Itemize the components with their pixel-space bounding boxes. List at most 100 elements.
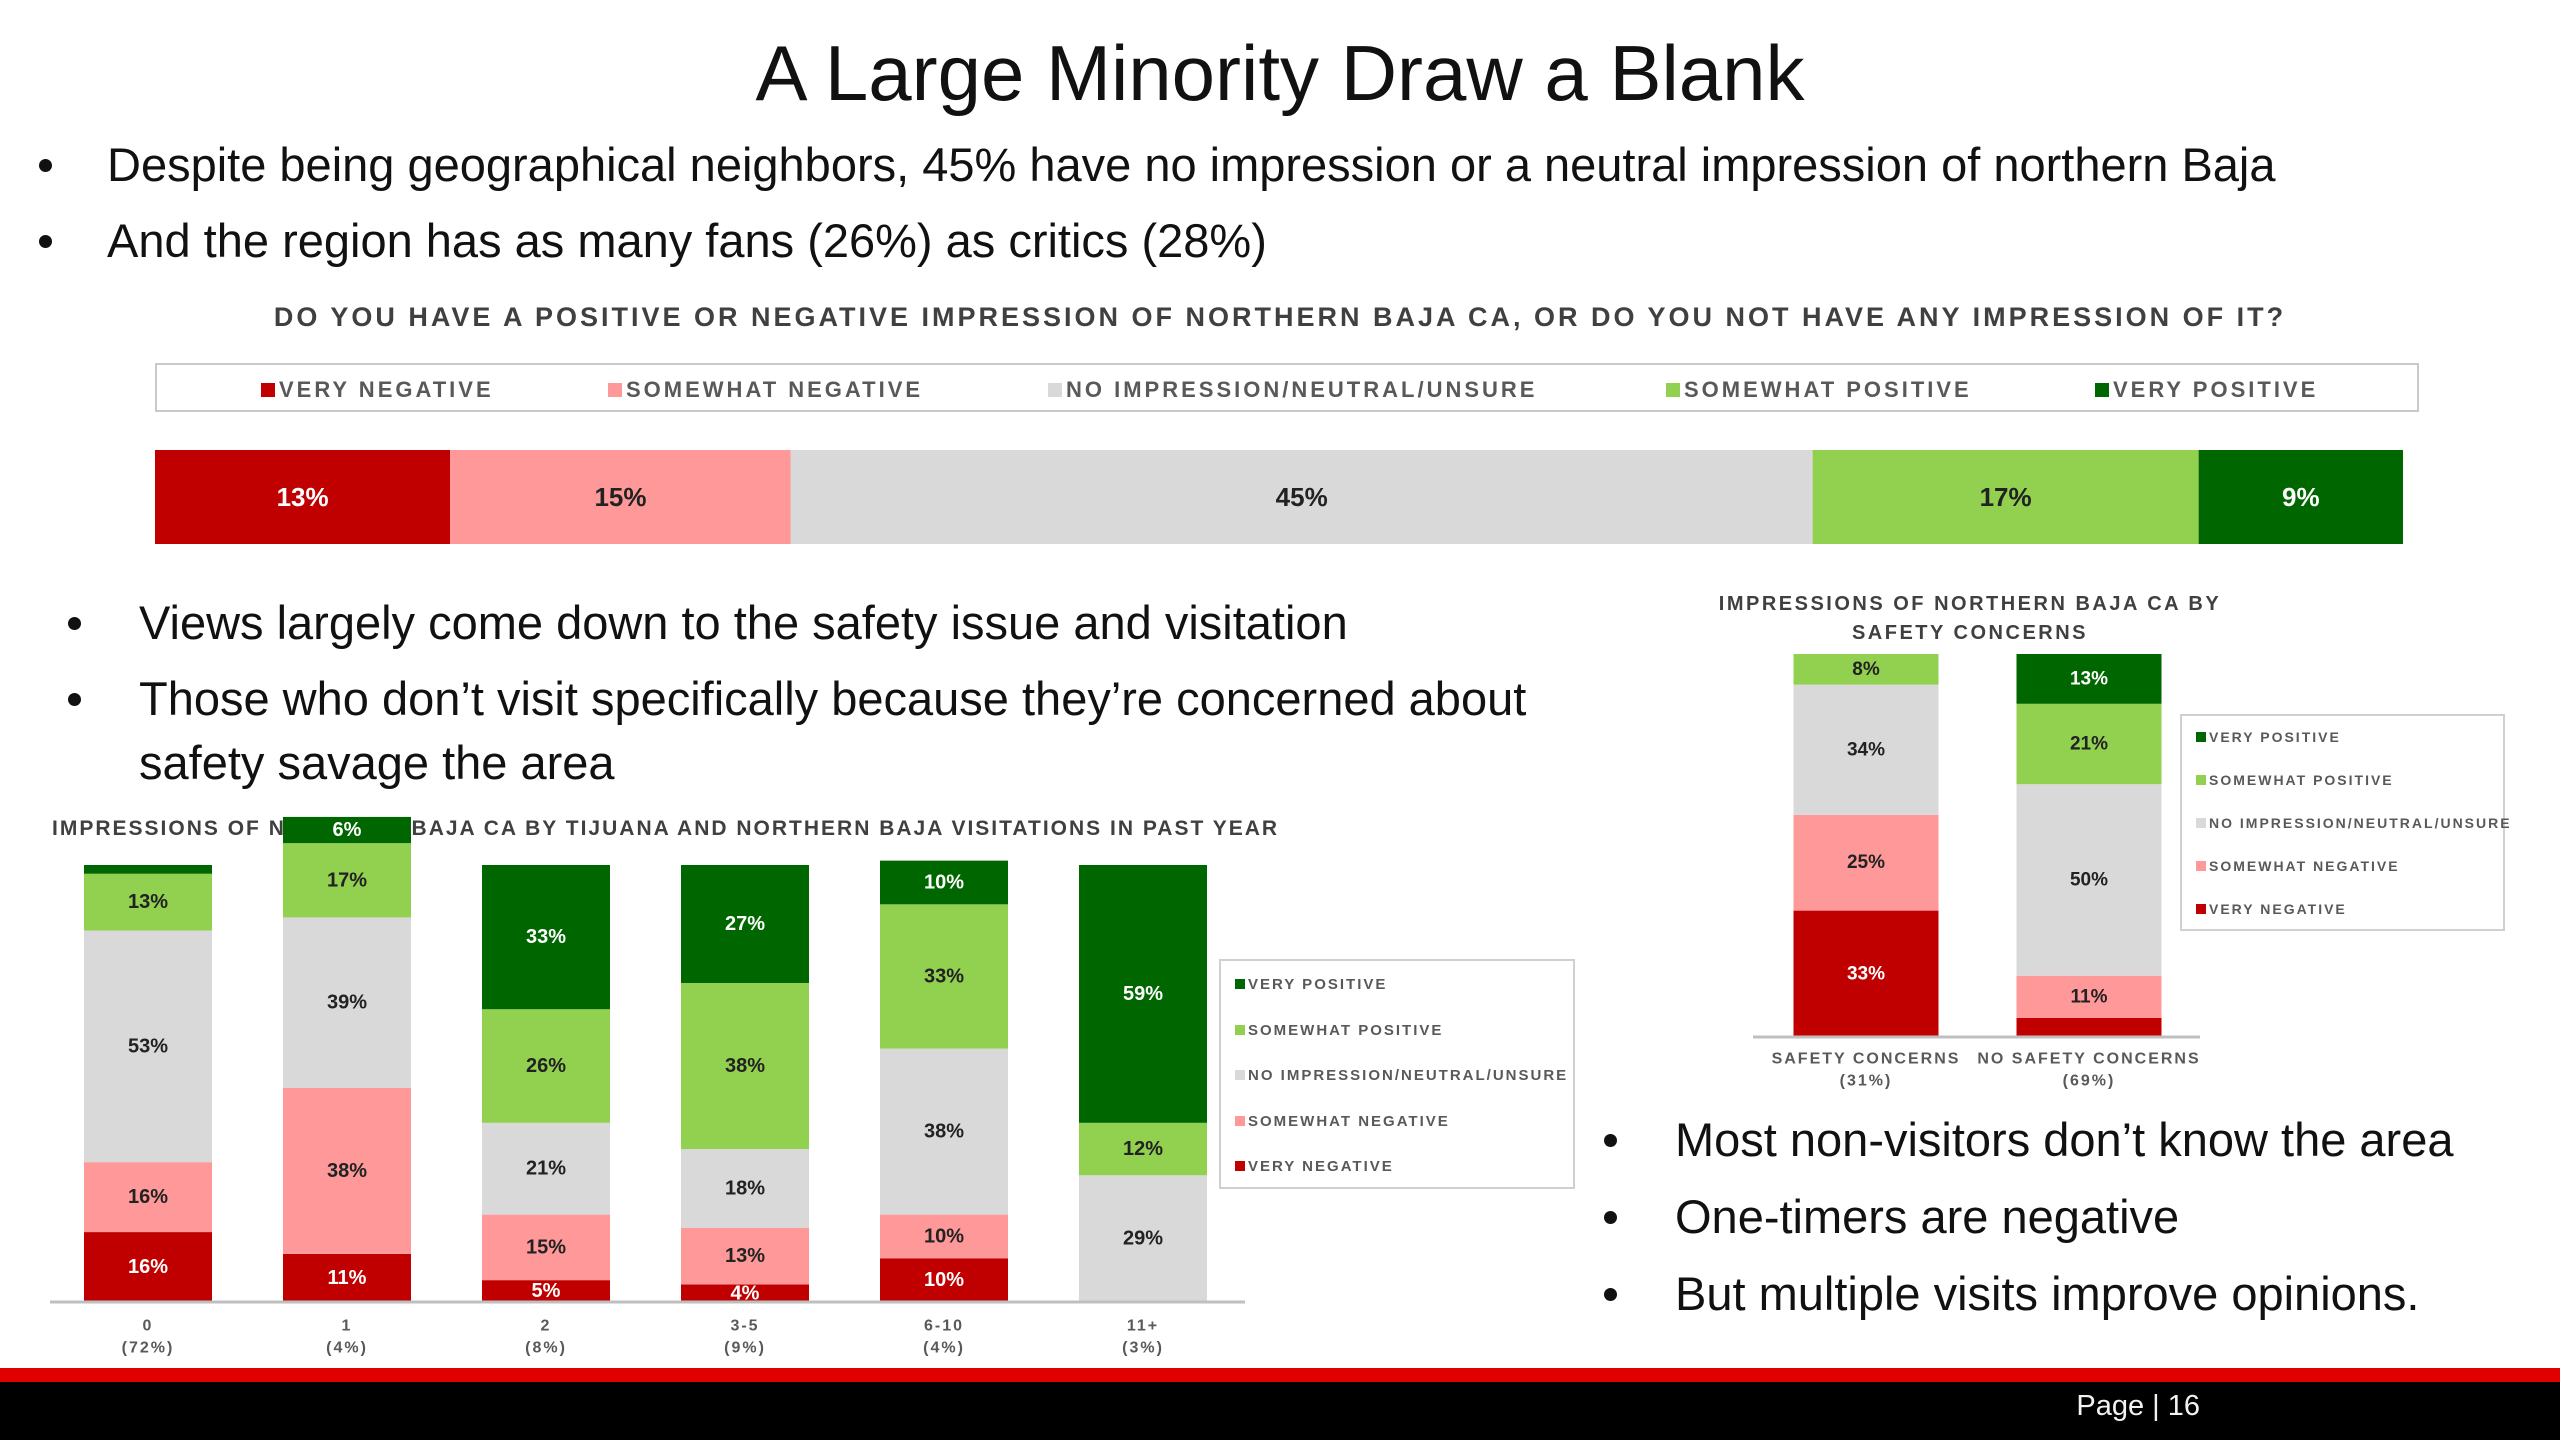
data-label: 13% — [128, 891, 168, 913]
bar-segment — [84, 1232, 212, 1302]
data-label: 53% — [128, 1035, 168, 1057]
bullet-text: And the region has as many fans (26%) as… — [107, 214, 1267, 267]
legend-swatch — [1235, 1116, 1245, 1126]
data-label: 8% — [1852, 659, 1880, 680]
legend-label: VERY POSITIVE — [2209, 729, 2341, 745]
bullet-text: Most non-visitors don’t know the area — [1675, 1113, 2454, 1166]
data-label: 15% — [526, 1236, 566, 1258]
legend-label: VERY POSITIVE — [2113, 377, 2319, 402]
legend-item-very-negative: VERY NEGATIVE — [2196, 901, 2347, 917]
x-tick-sublabel: (8%) — [525, 1340, 567, 1357]
legend-item-somewhat-negative: SOMEWHAT NEGATIVE — [1235, 1113, 1450, 1130]
bullet-item: Despite being geographical neighbors, 45… — [36, 133, 2276, 197]
data-label: 27% — [725, 913, 765, 935]
data-label: 16% — [128, 1186, 168, 1208]
legend-item-very-negative: VERY NEGATIVE — [1235, 1158, 1394, 1175]
legend-item-somewhat-negative: SOMEWHAT NEGATIVE — [608, 377, 923, 403]
legend-swatch — [261, 383, 275, 397]
bar-segment — [155, 450, 451, 544]
middle-bullet-list: Views largely come down to the safety is… — [64, 591, 1624, 807]
x-tick-label: SAFETY CONCERNS — [1772, 1051, 1961, 1068]
legend-item-very-positive: VERY POSITIVE — [1235, 976, 1387, 993]
bullet-dot-icon — [1604, 1211, 1617, 1224]
legend-swatch — [2196, 818, 2206, 828]
x-tick-sublabel: (72%) — [122, 1340, 175, 1357]
bar-segment — [482, 1214, 610, 1281]
legend-item-somewhat-positive: SOMEWHAT POSITIVE — [1666, 377, 1972, 403]
legend-item-somewhat-positive: SOMEWHAT POSITIVE — [1235, 1022, 1443, 1039]
bar-segment — [84, 873, 212, 931]
legend-swatch — [2196, 904, 2206, 914]
x-tick-sublabel: (31%) — [1840, 1073, 1893, 1090]
data-label: 33% — [924, 965, 964, 987]
bar-segment — [1793, 910, 1939, 1037]
footer-accent-strip — [0, 1368, 2560, 1382]
x-tick-label: 2 — [541, 1318, 552, 1335]
legend-swatch — [608, 383, 622, 397]
safety-chart-title: IMPRESSIONS OF NORTHERN BAJA CA BY SAFET… — [1718, 593, 2222, 644]
bar-segment — [880, 1258, 1008, 1302]
bar-segment — [482, 1122, 610, 1215]
data-label: 21% — [526, 1158, 566, 1180]
bar-segment — [283, 843, 411, 918]
bullet-dot-icon — [68, 693, 81, 706]
legend-item-very-negative: VERY NEGATIVE — [261, 377, 494, 403]
safety-chart-legend: VERY POSITIVE SOMEWHAT POSITIVE NO IMPRE… — [2180, 714, 2510, 931]
data-label: 9% — [2282, 482, 2320, 512]
legend-swatch — [2196, 732, 2206, 742]
bar-segment — [1812, 450, 2199, 544]
data-label: 39% — [327, 992, 367, 1014]
bullet-dot-icon — [39, 159, 52, 172]
bar-segment — [790, 450, 1813, 544]
bullet-item: But multiple visits improve opinions. — [1600, 1262, 2453, 1326]
data-label: 34% — [1847, 739, 1885, 760]
data-label: 13% — [277, 482, 329, 512]
data-label: 13% — [725, 1245, 765, 1267]
bar-segment — [880, 1048, 1008, 1215]
legend-swatch — [1235, 979, 1245, 989]
page-number: Page | 16 — [2076, 1390, 2200, 1422]
data-label: 38% — [327, 1160, 367, 1182]
bar-segment — [84, 1162, 212, 1233]
bullet-text: Views largely come down to the safety is… — [139, 596, 1348, 649]
legend-item-somewhat-positive: SOMEWHAT POSITIVE — [2196, 772, 2394, 788]
bar-segment — [84, 930, 212, 1163]
data-label: 17% — [327, 869, 367, 891]
bullet-item: Those who don’t visit specifically becau… — [64, 667, 1624, 795]
data-label: 18% — [725, 1177, 765, 1199]
legend-item-very-positive: VERY POSITIVE — [2196, 729, 2341, 745]
bar-segment — [880, 904, 1008, 1049]
bullet-item: Most non-visitors don’t know the area — [1600, 1108, 2453, 1172]
bar-segment — [2016, 975, 2162, 1018]
overall-chart-title: DO YOU HAVE A POSITIVE OR NEGATIVE IMPRE… — [273, 302, 2287, 332]
x-tick-label: 3-5 — [730, 1318, 759, 1335]
data-label: 4% — [731, 1282, 760, 1304]
slide-title: A Large Minority Draw a Blank — [755, 29, 1805, 117]
data-label: 15% — [594, 482, 646, 512]
data-label: 12% — [1123, 1138, 1163, 1160]
bar-segment — [2016, 1017, 2162, 1037]
legend-label: SOMEWHAT NEGATIVE — [626, 377, 924, 402]
legend-swatch — [2196, 861, 2206, 871]
legend-item-neutral: NO IMPRESSION/NEUTRAL/UNSURE — [1235, 1067, 1568, 1084]
data-label: 21% — [2070, 734, 2108, 755]
legend-label: SOMEWHAT POSITIVE — [1248, 1022, 1444, 1039]
bar-segment — [681, 1284, 809, 1302]
x-tick-label: 1 — [342, 1318, 353, 1335]
bullet-dot-icon — [1604, 1288, 1617, 1301]
data-label: 5% — [532, 1280, 561, 1302]
bar-segment — [283, 816, 411, 844]
legend-item-neutral: NO IMPRESSION/NEUTRAL/UNSURE — [2196, 815, 2512, 831]
bar-segment — [283, 1253, 411, 1302]
bar-segment — [283, 917, 411, 1088]
legend-label: SOMEWHAT NEGATIVE — [1248, 1113, 1450, 1130]
legend-swatch — [1048, 383, 1062, 397]
bullet-item: One-timers are negative — [1600, 1185, 2453, 1249]
bar-segment — [681, 1149, 809, 1228]
bar-segment — [2198, 450, 2403, 544]
bullet-text: One-timers are negative — [1675, 1190, 2180, 1243]
legend-item-very-positive: VERY POSITIVE — [2095, 377, 2318, 403]
bullet-item: Views largely come down to the safety is… — [64, 591, 1624, 655]
legend-label: SOMEWHAT NEGATIVE — [2209, 858, 2400, 874]
bar-segment — [1793, 814, 1939, 911]
